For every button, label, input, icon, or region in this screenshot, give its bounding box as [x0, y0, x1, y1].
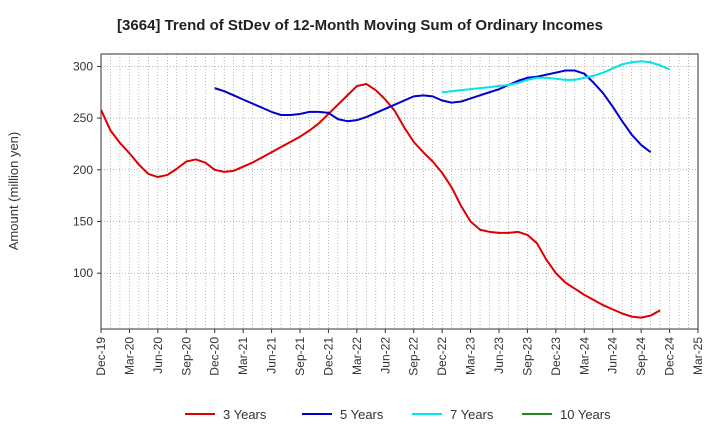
series-line-7-years	[442, 60, 670, 94]
grid-lines	[101, 54, 698, 329]
x-tick-label: Jun-23	[492, 337, 506, 374]
x-tick-label: Jun-24	[606, 337, 620, 374]
x-tick-label: Dec-20	[208, 337, 222, 376]
plot-area	[101, 54, 698, 329]
x-tick-label: Dec-22	[435, 337, 449, 376]
x-tick-label: Dec-23	[549, 337, 563, 376]
x-tick-label: Jun-21	[265, 337, 279, 374]
series-line-5-years	[214, 69, 652, 154]
x-tick-label: Sep-24	[634, 337, 648, 376]
plot-frame	[100, 53, 699, 330]
x-tick-label: Mar-21	[236, 337, 250, 375]
x-tick-label: Dec-21	[321, 337, 335, 376]
x-tick-label: Sep-22	[407, 337, 421, 376]
legend-label: 3 Years	[223, 407, 267, 422]
y-tick-label: 250	[73, 111, 93, 125]
legend-label: 10 Years	[560, 407, 611, 422]
x-tick-label: Jun-20	[151, 337, 165, 374]
x-tick-label: Sep-23	[520, 337, 534, 376]
x-tick-label: Dec-19	[94, 337, 108, 376]
x-tick-label: Sep-21	[293, 337, 307, 376]
x-tick-label: Dec-24	[663, 337, 677, 376]
x-tick-label: Sep-20	[179, 337, 193, 376]
x-tick-labels: Dec-19 Mar-20 Jun-20 Sep-20 Dec-20 Mar-21 Jun-…	[94, 329, 705, 376]
y-axis-title: Amount (million yen)	[6, 132, 21, 251]
y-tick-label: 150	[73, 214, 93, 228]
x-tick-label: Mar-24	[577, 337, 591, 375]
series-lines	[100, 60, 670, 319]
x-tick-label: Mar-20	[122, 337, 136, 375]
legend-label: 5 Years	[340, 407, 384, 422]
chart-title: [3664] Trend of StDev of 12-Month Moving…	[117, 17, 603, 34]
y-tick-labels: 100 150 200 250 300	[73, 59, 101, 280]
legend: 3 Years 5 Years 7 Years 10 Years	[185, 407, 611, 422]
y-tick-label: 200	[73, 163, 93, 177]
x-tick-label: Mar-23	[464, 337, 478, 375]
series-line-3-years	[100, 82, 661, 319]
legend-label: 7 Years	[450, 407, 494, 422]
y-tick-label: 100	[73, 266, 93, 280]
x-tick-label: Jun-22	[378, 337, 392, 374]
x-tick-label: Mar-25	[691, 337, 705, 375]
x-tick-label: Mar-22	[350, 337, 364, 375]
y-tick-label: 300	[73, 59, 93, 73]
